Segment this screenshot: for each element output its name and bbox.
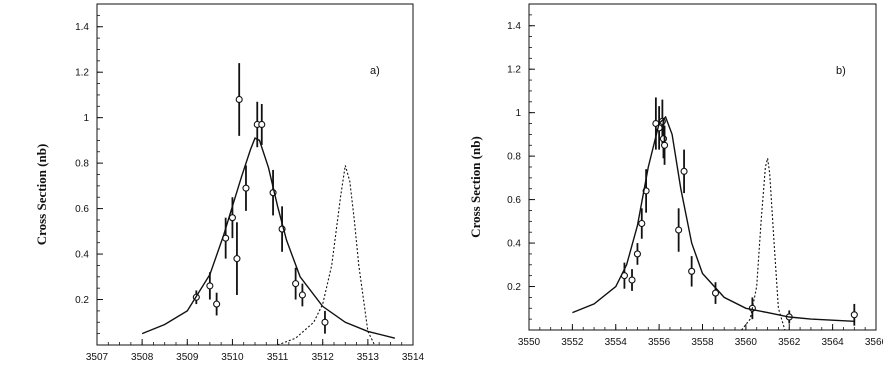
x-tick-label: 3566 (865, 337, 883, 348)
x-tick-label: 3507 (86, 352, 109, 363)
x-tick-label: 3512 (312, 352, 335, 363)
x-tick-label: 3508 (131, 352, 154, 363)
panel-tag: a) (370, 65, 380, 77)
data-point (298, 291, 306, 299)
dashed-curve (741, 158, 786, 331)
y-axis-label: Cross Section (nb) (468, 136, 483, 238)
data-point (850, 311, 858, 319)
y-tick-label: 0.8 (507, 152, 521, 163)
data-point (660, 141, 669, 149)
y-tick-label: 1 (83, 113, 89, 124)
x-tick-label: 3511 (267, 352, 289, 363)
plot-frame (528, 3, 877, 331)
panel-b: Cross Section (nb) b) 3550 3552 3554 3556 35… (468, 3, 883, 348)
x-tick-label: 3552 (561, 337, 584, 348)
panel-a: Cross Section (nb) a) 3507 3508 3509 3510 35… (34, 3, 425, 363)
y-tick-label: 0.4 (75, 250, 89, 261)
y-axis-label: Cross Section (nb) (34, 144, 49, 246)
data-point (675, 226, 683, 234)
data-point (228, 214, 236, 222)
y-tick-label: 1.2 (75, 68, 89, 79)
data-point (242, 184, 250, 192)
y-tick-label: 0.2 (75, 295, 89, 306)
x-tick-label: 3562 (778, 337, 801, 348)
data-point (321, 318, 329, 326)
data-point (628, 276, 636, 284)
y-tick-label: 1.4 (75, 22, 89, 33)
fit-curve (572, 115, 855, 322)
x-tick-label: 3513 (357, 352, 380, 363)
data-point (659, 135, 668, 143)
y-tick-label: 0.8 (75, 159, 89, 170)
x-tick-label: 3556 (648, 337, 671, 348)
data-point (213, 300, 221, 308)
dashed-curve (277, 165, 376, 346)
y-tick-label: 0.6 (75, 204, 89, 215)
y-tick-label: 0.6 (507, 195, 521, 206)
x-tick-label: 3554 (605, 337, 628, 348)
y-tick-label: 1.2 (507, 65, 521, 76)
fit-curve (141, 137, 396, 339)
x-tick-label: 3509 (176, 352, 199, 363)
data-point (292, 280, 300, 288)
data-point (233, 255, 241, 263)
data-point (688, 267, 696, 275)
data-point (633, 250, 641, 258)
y-tick-label: 1.4 (507, 21, 521, 32)
x-tick-label: 3564 (822, 337, 845, 348)
data-point (258, 120, 266, 129)
data-point (680, 167, 688, 175)
panel-tag: b) (836, 65, 846, 77)
x-tick-label: 3510 (221, 352, 244, 363)
data-point (206, 282, 214, 290)
x-tick-label: 3558 (691, 337, 714, 348)
x-tick-label: 3560 (735, 337, 758, 348)
data-point (711, 289, 720, 297)
x-tick-label: 3550 (518, 337, 541, 348)
data-point (638, 219, 646, 228)
y-tick-label: 0.4 (507, 239, 521, 250)
x-tick-label: 3514 (402, 352, 425, 363)
data-point (235, 95, 243, 104)
plot-frame (96, 3, 414, 346)
y-tick-label: 0.2 (507, 282, 521, 293)
y-tick-label: 1 (515, 108, 521, 119)
